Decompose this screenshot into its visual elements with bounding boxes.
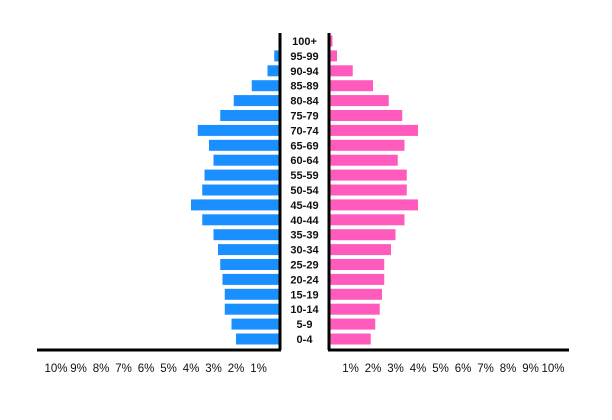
age-label-10-14: 10-14 [290, 304, 319, 316]
left-bar-45-49 [191, 199, 281, 211]
age-label-45-49: 45-49 [290, 200, 318, 212]
right-bar-75-79 [328, 110, 403, 121]
right-bar-90-94 [328, 65, 353, 77]
left-tick-2: 2% [228, 363, 245, 375]
left-tick-5: 5% [160, 363, 177, 375]
right-bar-15-19 [328, 288, 382, 300]
right-tick-3: 3% [387, 363, 404, 375]
left-bar-80-84 [233, 95, 281, 107]
age-label-25-29: 25-29 [290, 260, 318, 272]
left-bar-90-94 [267, 65, 281, 77]
right-bar-10-14 [328, 303, 380, 315]
age-label-50-54: 50-54 [290, 185, 319, 197]
left-bar-0-4 [236, 333, 281, 345]
left-bar-95-99 [274, 50, 281, 62]
age-label-0-4: 0-4 [297, 334, 314, 346]
age-label-80-84: 80-84 [290, 96, 319, 108]
left-bar-40-44 [202, 214, 281, 226]
right-tick-7: 7% [477, 363, 494, 375]
right-bar-50-54 [328, 184, 407, 196]
age-label-95-99: 95-99 [290, 51, 318, 63]
right-bar-55-59 [328, 169, 407, 181]
left-tick-10: 10% [44, 363, 67, 375]
left-bar-5-9 [231, 318, 281, 330]
axes [37, 33, 569, 352]
age-label-90-94: 90-94 [290, 66, 319, 78]
right-bar-30-34 [328, 244, 391, 256]
age-label-65-69: 65-69 [290, 140, 318, 152]
right-bar-95-99 [328, 50, 337, 62]
left-bar-75-79 [220, 110, 281, 121]
right-bar-20-24 [328, 273, 385, 285]
age-label-30-34: 30-34 [290, 245, 319, 257]
left-tick-3: 3% [205, 363, 222, 375]
left-bar-10-14 [224, 303, 281, 315]
left-tick-4: 4% [183, 363, 200, 375]
right-bar-85-89 [328, 80, 373, 92]
left-ticks: 10% 9% 8% 7% 6% 5% 4% 3% 2% 1% [44, 363, 266, 375]
right-bar-40-44 [328, 214, 405, 226]
left-tick-1: 1% [250, 363, 267, 375]
age-label-35-39: 35-39 [290, 230, 318, 242]
right-bar-0-4 [328, 333, 371, 345]
left-bar-65-69 [209, 139, 281, 151]
right-bar-25-29 [328, 259, 385, 270]
right-bar-35-39 [328, 229, 396, 241]
right-tick-4: 4% [410, 363, 427, 375]
right-tick-9: 9% [522, 363, 539, 375]
right-tick-2: 2% [365, 363, 382, 375]
right-bar-45-49 [328, 199, 418, 211]
right-bar-80-84 [328, 95, 389, 107]
right-tick-10: 10% [541, 363, 564, 375]
left-bar-60-64 [213, 154, 281, 166]
age-labels: 0-4 5-9 10-14 15-19 20-24 25-29 30-34 35-39 40-4… [290, 36, 319, 346]
right-tick-8: 8% [500, 363, 517, 375]
left-tick-7: 7% [115, 363, 132, 375]
left-bar-20-24 [222, 273, 281, 285]
left-bar-25-29 [220, 259, 281, 270]
right-bars [328, 35, 418, 345]
left-bar-35-39 [213, 229, 281, 241]
left-bar-85-89 [251, 80, 281, 92]
left-bar-50-54 [202, 184, 281, 196]
left-tick-6: 6% [138, 363, 155, 375]
left-tick-9: 9% [70, 363, 87, 375]
age-label-60-64: 60-64 [290, 155, 319, 167]
right-bar-5-9 [328, 318, 376, 330]
right-tick-6: 6% [455, 363, 472, 375]
left-bar-70-74 [197, 124, 281, 136]
age-label-5-9: 5-9 [297, 319, 313, 331]
age-label-85-89: 85-89 [290, 81, 318, 93]
left-bar-15-19 [224, 288, 281, 300]
right-ticks: 1% 2% 3% 4% 5% 6% 7% 8% 9% 10% [342, 363, 564, 375]
age-label-20-24: 20-24 [290, 274, 319, 286]
right-bar-65-69 [328, 139, 405, 151]
left-bar-55-59 [204, 169, 281, 181]
right-tick-5: 5% [432, 363, 449, 375]
age-label-55-59: 55-59 [290, 170, 318, 182]
age-label-70-74: 70-74 [290, 125, 319, 137]
right-bar-60-64 [328, 154, 398, 166]
age-label-100+: 100+ [292, 36, 317, 48]
age-label-15-19: 15-19 [290, 289, 318, 301]
left-tick-8: 8% [93, 363, 110, 375]
left-bars [191, 35, 281, 345]
age-label-75-79: 75-79 [290, 111, 318, 123]
right-bar-70-74 [328, 124, 418, 136]
right-tick-1: 1% [342, 363, 359, 375]
left-bar-30-34 [218, 244, 281, 256]
age-label-40-44: 40-44 [290, 215, 319, 227]
